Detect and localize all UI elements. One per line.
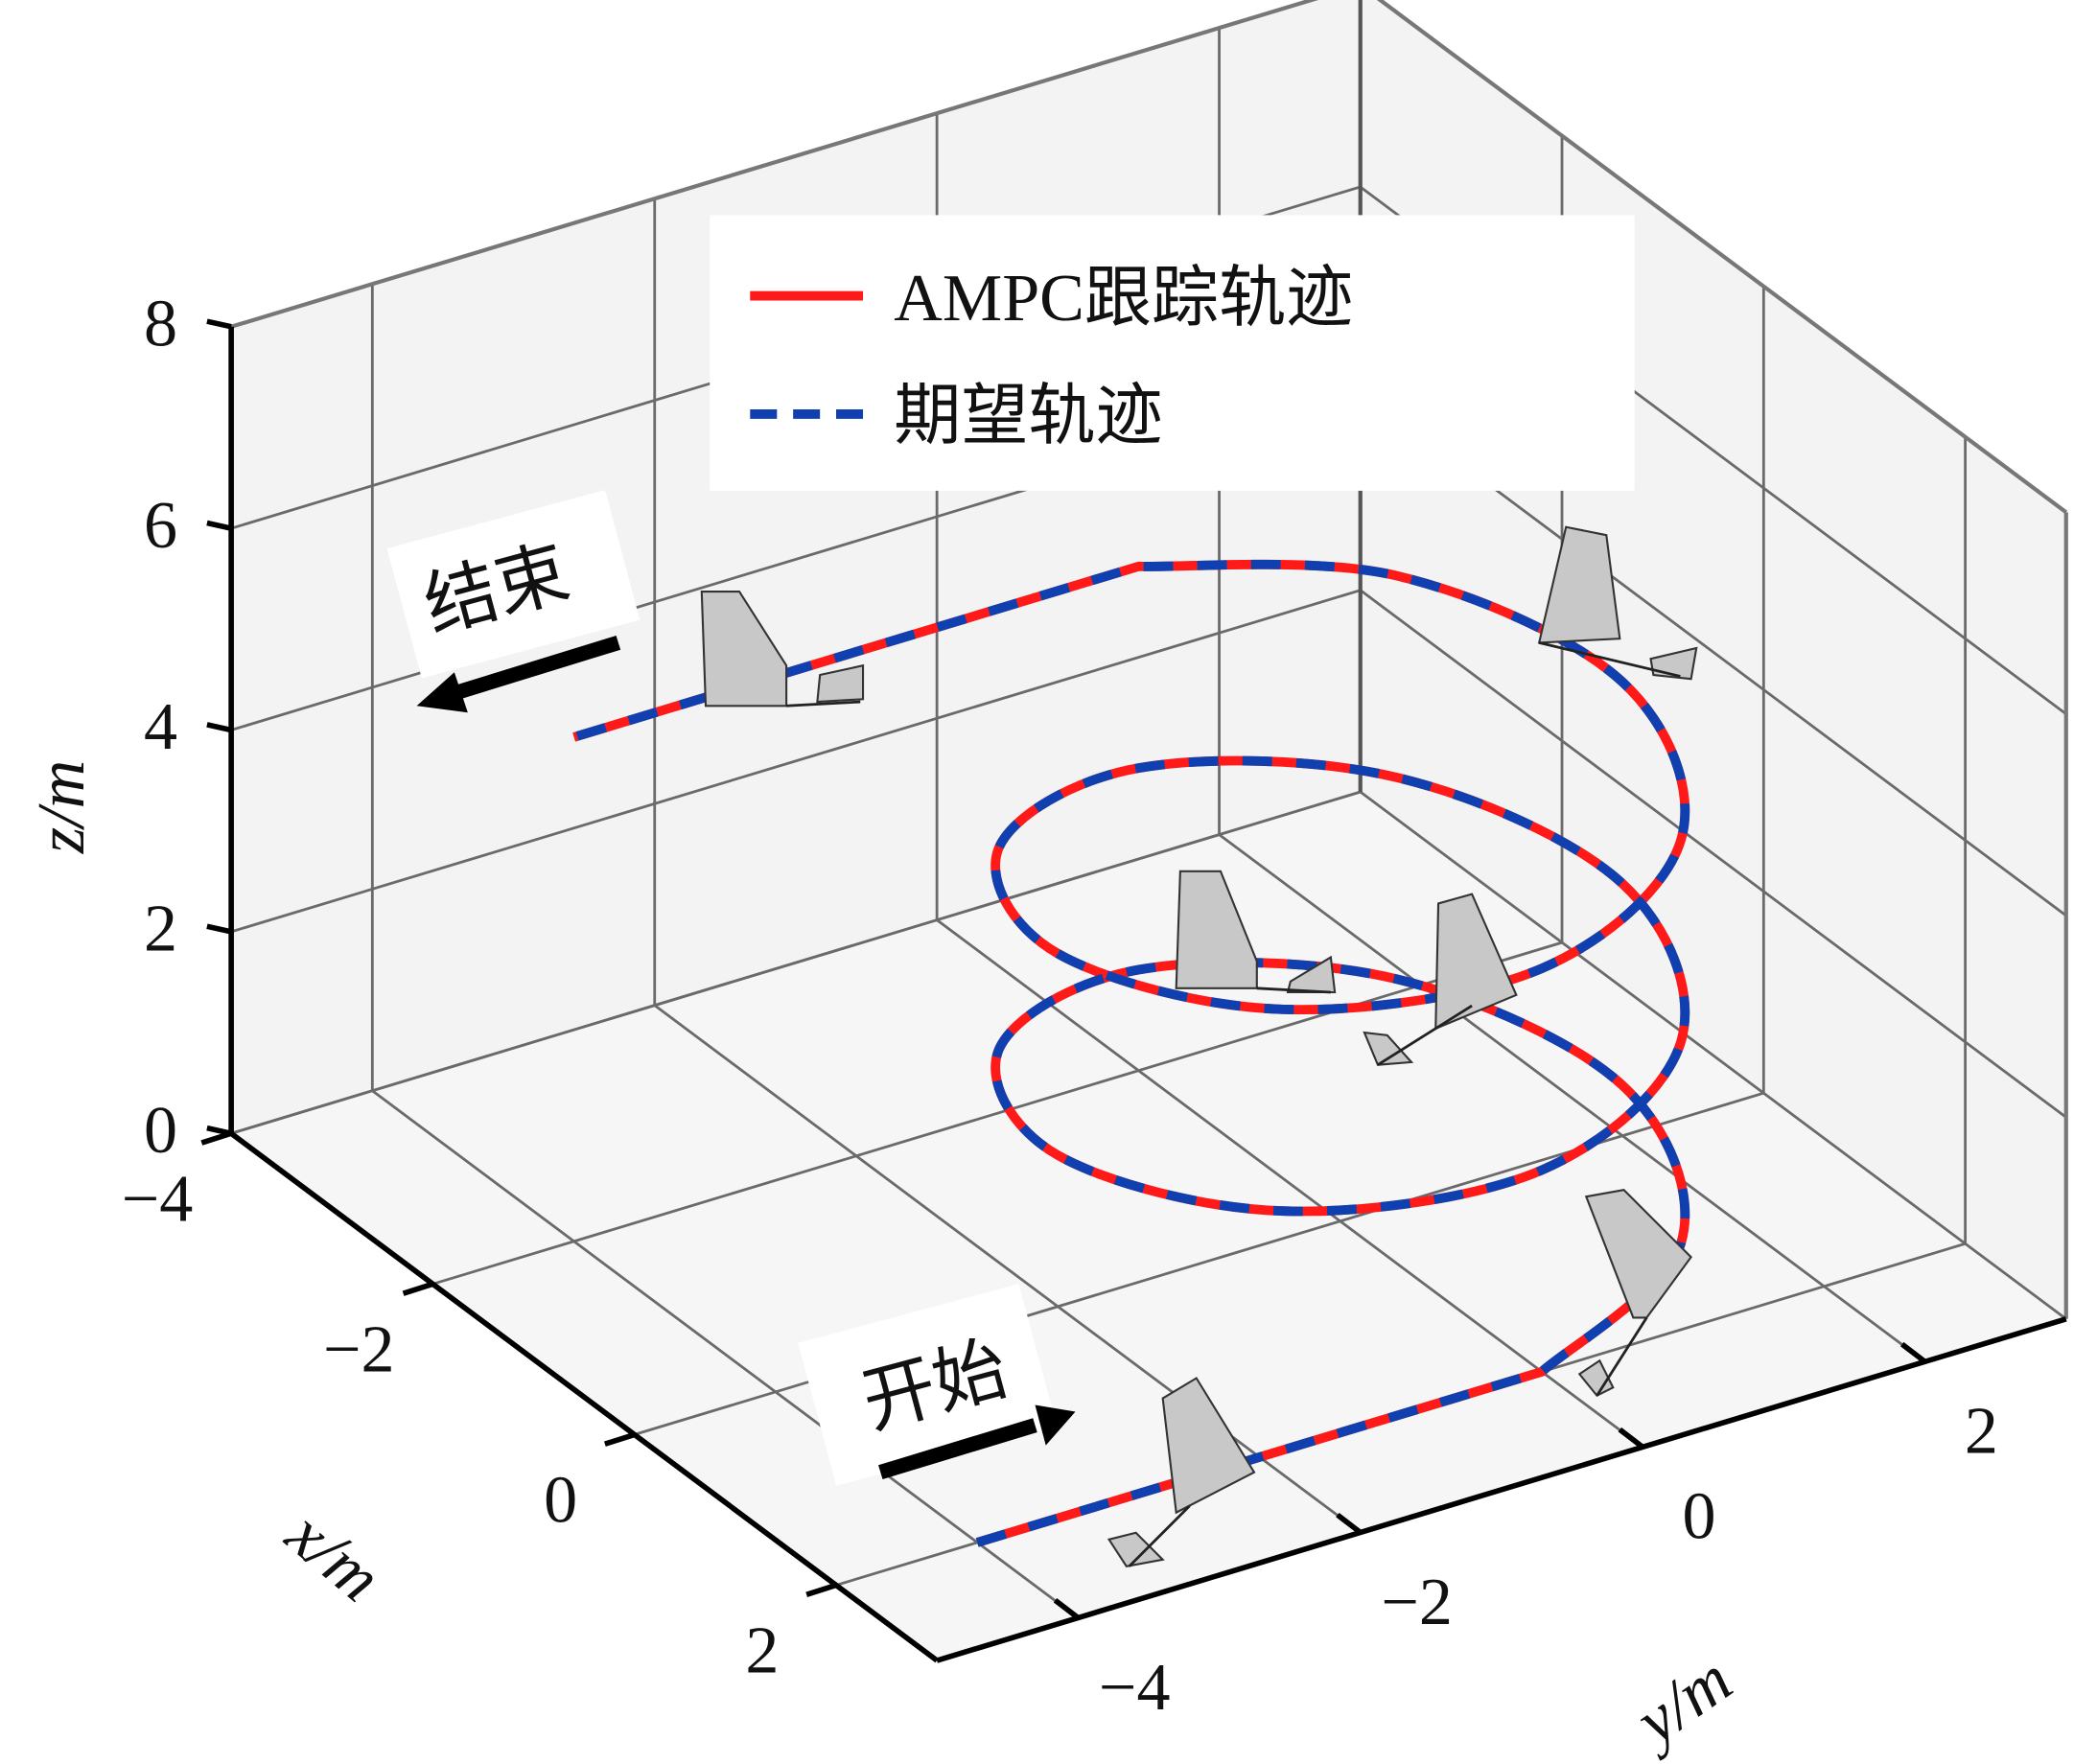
aircraft-fin [1161, 1377, 1256, 1515]
x-axis-line [229, 1131, 939, 1663]
z-tick-label: 2 [144, 893, 177, 966]
aircraft-icon [1363, 893, 1518, 1066]
x-tick-label: −4 [122, 1162, 194, 1236]
desired-trajectory-line [572, 559, 1690, 1547]
grid-line-left-wall-z [230, 589, 1362, 934]
y-tick [1336, 1512, 1363, 1535]
x-tick [604, 1431, 636, 1447]
grid-line-floor-y [936, 918, 1643, 1449]
floor-pane [231, 792, 2066, 1661]
x-tick [402, 1281, 434, 1296]
x-tick-label: −2 [323, 1312, 395, 1386]
end-label-bg [386, 490, 641, 679]
x-tick-label: 0 [544, 1464, 577, 1538]
y-axis-line [936, 1316, 2067, 1663]
aircraft-icon [1175, 870, 1337, 994]
x-axis-label: x/m [272, 1497, 395, 1616]
aircraft-fin [700, 591, 788, 708]
grid-line-floor-x [432, 940, 1563, 1286]
x-tick-label: 2 [745, 1614, 779, 1688]
aircraft-fuselage [1256, 986, 1331, 994]
x-tick [805, 1582, 837, 1597]
aircraft-icon [1577, 1189, 1693, 1398]
legend-label-desired: 期望轨迹 [894, 380, 1162, 453]
x-tick [200, 1130, 232, 1146]
aircraft-tail [816, 663, 865, 704]
start-annotation: 开始 [798, 1284, 1076, 1486]
start-arrow-icon [878, 1404, 1076, 1480]
z-tick [206, 722, 232, 733]
legend-label-tracking: AMPC跟踪轨迹 [894, 262, 1353, 336]
aircraft-fin [1584, 1189, 1693, 1319]
z-tick [206, 923, 232, 935]
legend: AMPC跟踪轨迹 期望轨迹 [710, 215, 1635, 491]
aircraft-fin [1537, 525, 1621, 644]
z-tick-label: 8 [144, 287, 177, 360]
tick-labels: 0 2 4 6 8 −4 −2 0 2 −4 −2 0 2 [122, 287, 1998, 1724]
aircraft-fuselage [1596, 1316, 1648, 1397]
box-edge [230, 0, 1319, 329]
box-edge [1376, 0, 2068, 515]
y-tick-label: −2 [1381, 1566, 1453, 1639]
grid-line-floor-y [653, 1004, 1362, 1534]
z-tick-label: 4 [144, 690, 177, 764]
y-axis-label: y/m [1619, 1642, 1745, 1762]
y-tick-label: −4 [1099, 1651, 1171, 1725]
aircraft-markers [700, 525, 1698, 1568]
aircraft-tail [1577, 1358, 1615, 1398]
end-arrow-icon [416, 635, 621, 713]
aircraft-icon [1107, 1377, 1256, 1568]
y-tick-label: 0 [1683, 1480, 1716, 1554]
aircraft-fuselage [1377, 1004, 1473, 1066]
y-tick-label: 2 [1965, 1395, 1998, 1469]
z-axis-label: z/m [25, 760, 99, 854]
y-tick [1053, 1598, 1081, 1620]
z-tick [206, 520, 232, 531]
aircraft-tail [1363, 1031, 1414, 1066]
aircraft-tail [1107, 1531, 1165, 1568]
aircraft-fuselage [786, 700, 861, 708]
aircraft-fuselage [1128, 1504, 1191, 1567]
grid-line-right-wall-z [1359, 790, 2067, 1320]
grid-line-right-wall-z [1359, 589, 2067, 1119]
y-tick [1618, 1427, 1644, 1450]
axis-lines [200, 318, 2067, 1663]
aircraft-fin [1434, 893, 1518, 1031]
y-tick [1900, 1341, 1927, 1364]
aircraft-icon [700, 591, 865, 708]
end-annotation: 结束 [386, 490, 641, 713]
z-tick [206, 318, 232, 330]
aircraft-fuselage [1538, 641, 1681, 678]
grid-line-floor-y [1218, 833, 1926, 1363]
grid-line-left-wall-z [230, 790, 1362, 1135]
aircraft-icon [1537, 525, 1698, 681]
z-tick-label: 6 [144, 489, 177, 563]
legend-box [710, 215, 1635, 491]
z-tick-label: 0 [144, 1094, 177, 1168]
aircraft-fin [1175, 870, 1258, 989]
grid-line-floor-y [371, 1089, 1080, 1619]
